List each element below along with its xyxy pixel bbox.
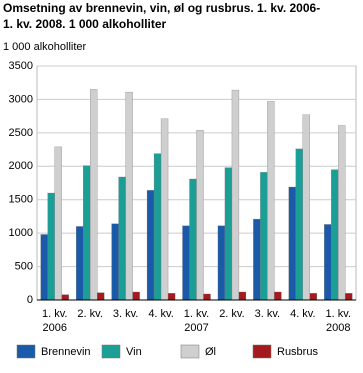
bar — [97, 292, 105, 301]
y-tick-label: 1000 — [9, 227, 33, 239]
x-tick-label: 4. kv. — [148, 308, 173, 320]
x-tick-label: 3. kv. — [255, 308, 280, 320]
chart-title: Omsetning av brennevin, vin, øl og rusbr… — [3, 1, 320, 15]
bar — [253, 218, 261, 301]
bar — [196, 130, 204, 301]
bar — [111, 223, 119, 301]
x-tick-label: 1. kv. 2006 — [42, 308, 67, 334]
bar — [324, 224, 332, 301]
bar — [40, 234, 48, 301]
y-tick-label: 500 — [15, 260, 33, 272]
bar — [267, 101, 275, 301]
legend-swatch — [16, 344, 36, 359]
bar — [153, 153, 162, 301]
bar — [345, 293, 353, 301]
x-tick-label: 1. kv. 2008 — [326, 308, 351, 334]
bar — [167, 293, 176, 301]
bar — [61, 294, 69, 301]
bar — [125, 91, 133, 301]
bar — [132, 291, 140, 301]
bar — [76, 226, 84, 301]
x-tick-label: 4. kv. — [290, 308, 315, 320]
bar — [331, 169, 339, 301]
bar — [217, 225, 226, 301]
bar — [54, 146, 62, 301]
x-tick-label: 1. kv. 2007 — [184, 308, 209, 334]
bar — [224, 167, 233, 301]
bar — [295, 148, 303, 301]
bar — [231, 89, 240, 301]
x-tick-label: 2. kv. — [77, 308, 102, 320]
legend-label: Rusbrus — [277, 346, 318, 358]
bar — [83, 165, 91, 301]
legend-swatch — [252, 344, 272, 359]
bar — [90, 89, 98, 301]
bar — [338, 125, 346, 301]
legend-label: Vin — [126, 346, 142, 358]
chart-title: 1. kv. 2008. 1 000 alkoholliter — [3, 17, 167, 31]
x-tick-label: 3. kv. — [113, 308, 138, 320]
y-axis-label: 1 000 alkoholliter — [3, 41, 87, 53]
y-tick-label: 3500 — [9, 60, 33, 72]
bar — [189, 178, 197, 301]
bar — [146, 190, 155, 301]
bar — [203, 293, 211, 301]
y-tick-label: 2000 — [9, 160, 33, 172]
legend-label: Brennevin — [41, 346, 91, 358]
bar — [160, 118, 169, 301]
bar — [274, 291, 282, 301]
y-tick-label: 0 — [27, 294, 33, 306]
bar — [309, 293, 317, 301]
bar — [302, 114, 310, 301]
y-tick-label: 3000 — [9, 93, 33, 105]
legend-swatch — [101, 344, 121, 359]
x-tick-label: 2. kv. — [219, 308, 244, 320]
bar — [260, 172, 268, 301]
bar — [118, 176, 126, 301]
legend-swatch — [180, 344, 200, 359]
bar — [47, 192, 55, 301]
bar — [182, 225, 190, 301]
bar — [238, 291, 247, 301]
y-tick-label: 2500 — [9, 127, 33, 139]
y-tick-label: 1500 — [9, 194, 33, 206]
bar — [288, 186, 296, 301]
legend-label: Øl — [205, 346, 216, 358]
